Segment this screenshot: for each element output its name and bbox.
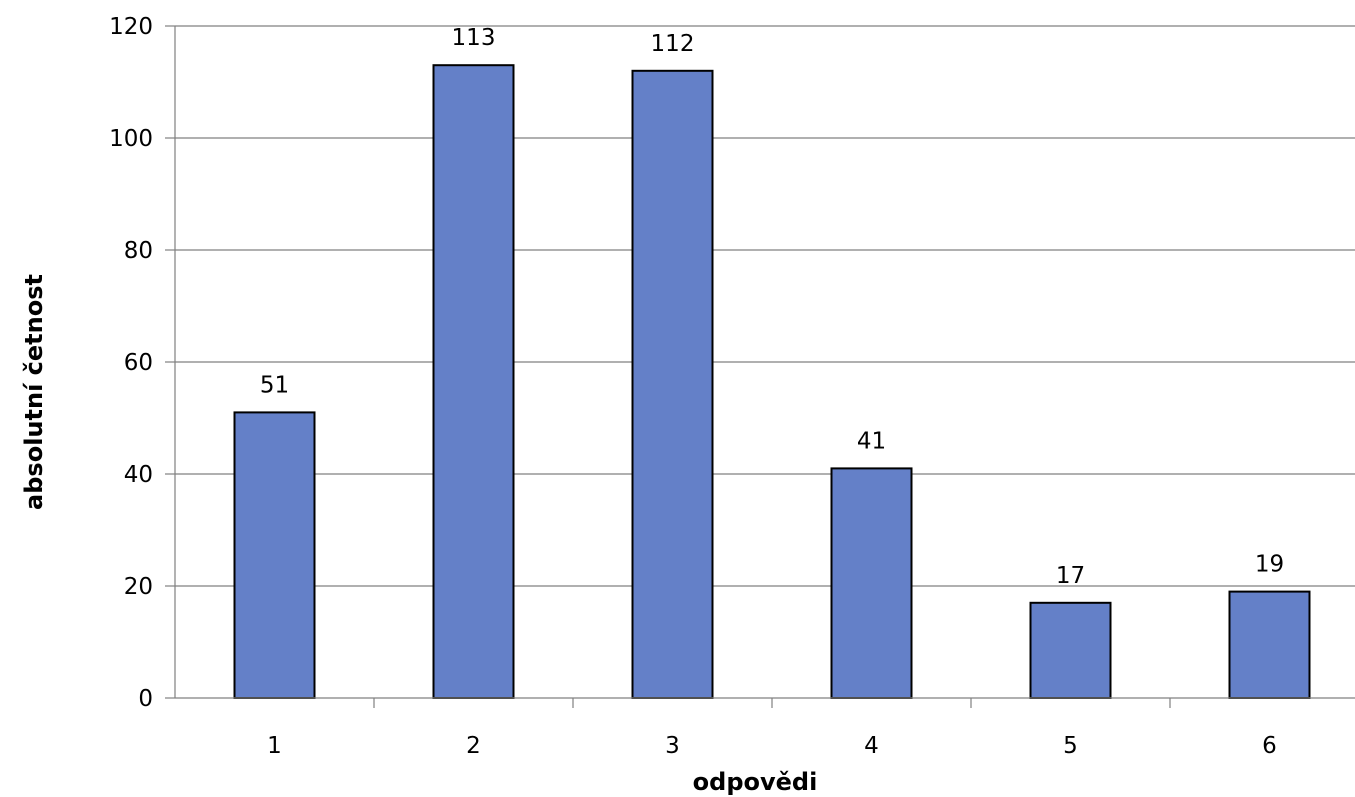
- ticks: 0 20 40 60 80 100 120 1 2 3 4 5 6: [109, 14, 1277, 759]
- y-tick-label-120: 120: [109, 14, 153, 40]
- x-tick-label-5: 5: [1063, 733, 1078, 759]
- y-tick-label-0: 0: [138, 686, 153, 712]
- x-axis-title: odpovědi: [693, 768, 818, 796]
- y-tick-label-100: 100: [109, 126, 153, 152]
- y-tick-label-80: 80: [124, 238, 153, 264]
- data-labels: 51 113 112 41 17 19: [260, 25, 1284, 589]
- x-tick-label-4: 4: [864, 733, 879, 759]
- data-label-6: 19: [1255, 552, 1284, 578]
- bar-6: [1228, 590, 1311, 699]
- bar-3: [631, 69, 714, 700]
- bar-5: [1029, 601, 1112, 699]
- y-tick-label-20: 20: [124, 574, 153, 600]
- data-label-5: 17: [1056, 563, 1085, 589]
- bars: [233, 64, 1311, 700]
- x-tick-label-1: 1: [267, 733, 282, 759]
- x-tick-label-2: 2: [466, 733, 481, 759]
- y-axis-title: absolutní četnost: [20, 274, 48, 510]
- x-tick-label-6: 6: [1262, 733, 1277, 759]
- data-label-2: 113: [452, 25, 496, 51]
- data-label-4: 41: [857, 428, 886, 454]
- x-tick-label-3: 3: [665, 733, 680, 759]
- bar-2: [432, 64, 515, 699]
- y-tick-label-40: 40: [124, 462, 153, 488]
- gridlines: [175, 25, 1355, 587]
- data-label-1: 51: [260, 372, 289, 398]
- bar-1: [233, 411, 316, 699]
- y-tick-label-60: 60: [124, 350, 153, 376]
- data-label-3: 112: [651, 31, 695, 57]
- bar-4: [830, 467, 913, 699]
